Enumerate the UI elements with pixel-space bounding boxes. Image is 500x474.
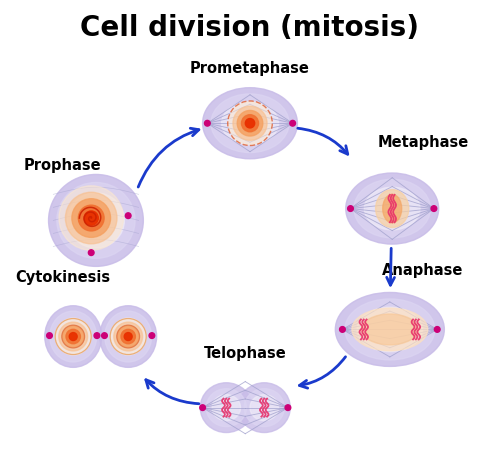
Circle shape — [88, 250, 94, 255]
Text: Cell division (mitosis): Cell division (mitosis) — [80, 14, 419, 42]
Ellipse shape — [211, 94, 289, 153]
Ellipse shape — [244, 389, 284, 427]
Circle shape — [62, 326, 84, 347]
Circle shape — [285, 405, 291, 410]
Ellipse shape — [354, 179, 430, 238]
FancyArrowPatch shape — [300, 357, 346, 388]
Circle shape — [121, 329, 136, 344]
Ellipse shape — [48, 174, 144, 266]
Circle shape — [431, 206, 437, 211]
Circle shape — [110, 319, 146, 355]
Ellipse shape — [250, 394, 278, 421]
Circle shape — [149, 333, 154, 338]
Circle shape — [233, 106, 267, 140]
Circle shape — [228, 102, 272, 145]
Circle shape — [55, 319, 91, 355]
Circle shape — [94, 333, 100, 338]
Ellipse shape — [57, 182, 135, 258]
Circle shape — [59, 322, 88, 351]
Circle shape — [348, 206, 354, 211]
Ellipse shape — [382, 194, 402, 223]
Text: Metaphase: Metaphase — [378, 135, 468, 150]
Circle shape — [124, 333, 132, 340]
Ellipse shape — [56, 318, 90, 355]
FancyArrowPatch shape — [138, 128, 199, 187]
Text: Cytokinesis: Cytokinesis — [15, 270, 110, 285]
FancyArrowPatch shape — [298, 128, 348, 154]
Ellipse shape — [206, 389, 246, 427]
Circle shape — [204, 120, 210, 126]
Ellipse shape — [200, 383, 252, 432]
FancyArrowPatch shape — [146, 380, 199, 404]
Circle shape — [69, 333, 77, 340]
Circle shape — [78, 205, 104, 231]
Ellipse shape — [336, 292, 444, 366]
Ellipse shape — [212, 394, 240, 421]
Text: Prophase: Prophase — [24, 158, 102, 173]
Circle shape — [290, 120, 296, 126]
Ellipse shape — [362, 314, 418, 345]
Text: Prometaphase: Prometaphase — [190, 61, 310, 76]
Ellipse shape — [202, 88, 298, 159]
Circle shape — [200, 405, 205, 410]
Circle shape — [72, 199, 110, 237]
FancyArrowPatch shape — [386, 248, 394, 285]
Circle shape — [118, 326, 139, 347]
Circle shape — [102, 333, 107, 338]
Circle shape — [237, 110, 263, 136]
Circle shape — [242, 115, 258, 132]
Ellipse shape — [111, 318, 145, 355]
Circle shape — [126, 213, 131, 219]
Circle shape — [114, 322, 142, 351]
Ellipse shape — [376, 190, 409, 228]
Ellipse shape — [364, 187, 420, 230]
Circle shape — [59, 186, 124, 250]
Ellipse shape — [345, 299, 435, 360]
Circle shape — [340, 327, 345, 332]
Ellipse shape — [346, 173, 438, 244]
Circle shape — [434, 327, 440, 332]
Text: Telophase: Telophase — [204, 346, 286, 361]
Ellipse shape — [45, 306, 102, 367]
Ellipse shape — [68, 193, 124, 248]
Circle shape — [46, 333, 52, 338]
Ellipse shape — [238, 383, 290, 432]
Circle shape — [66, 329, 80, 344]
Ellipse shape — [357, 307, 422, 352]
Circle shape — [66, 192, 117, 244]
Ellipse shape — [352, 308, 428, 351]
Circle shape — [84, 211, 98, 225]
Ellipse shape — [100, 306, 156, 367]
Ellipse shape — [104, 311, 152, 362]
Circle shape — [246, 118, 254, 128]
Ellipse shape — [50, 311, 96, 362]
Ellipse shape — [222, 102, 278, 145]
Text: Anaphase: Anaphase — [382, 263, 464, 278]
